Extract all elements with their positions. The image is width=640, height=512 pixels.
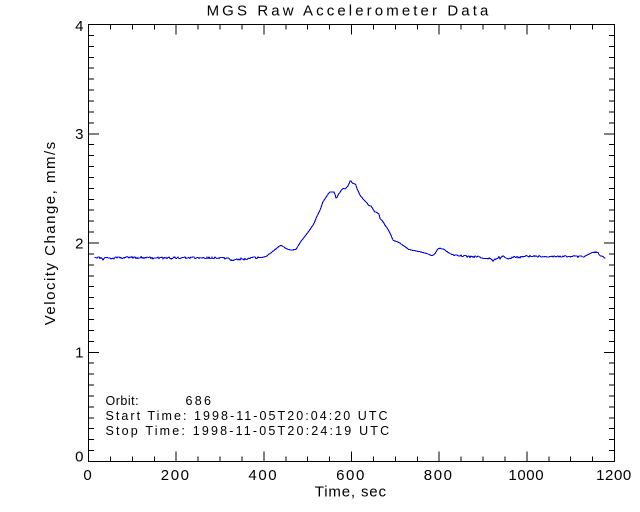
svg-text:Time, sec: Time, sec <box>315 483 387 500</box>
svg-text:Orbit:: Orbit: <box>106 394 140 408</box>
svg-text:1000: 1000 <box>508 467 544 484</box>
svg-text:1200: 1200 <box>596 467 632 484</box>
svg-text:686: 686 <box>186 394 214 408</box>
svg-text:2: 2 <box>75 235 83 252</box>
svg-text:0: 0 <box>75 448 83 465</box>
svg-text:MGS Raw Accelerometer Data: MGS Raw Accelerometer Data <box>207 3 492 20</box>
svg-text:1: 1 <box>75 345 83 362</box>
svg-text:200: 200 <box>161 467 191 484</box>
svg-text:Stop Time: 1998-11-05T20:24:19: Stop Time: 1998-11-05T20:24:19 UTC <box>106 424 392 438</box>
svg-text:Velocity Change, mm/s: Velocity Change, mm/s <box>42 140 59 325</box>
svg-text:0: 0 <box>83 467 91 484</box>
svg-text:4: 4 <box>75 18 83 35</box>
svg-text:600: 600 <box>336 467 366 484</box>
svg-text:3: 3 <box>75 126 83 143</box>
svg-text:Start Time: 1998-11-05T20:04:2: Start Time: 1998-11-05T20:04:20 UTC <box>106 409 390 423</box>
svg-text:800: 800 <box>424 467 454 484</box>
svg-text:400: 400 <box>248 467 278 484</box>
